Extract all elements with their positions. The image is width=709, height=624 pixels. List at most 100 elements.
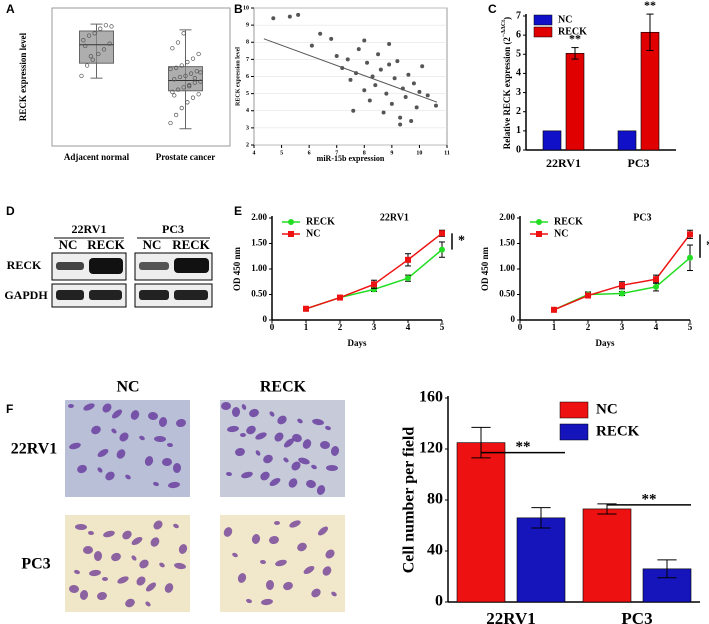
lane-label: NC <box>143 237 162 252</box>
y-axis-label: RECK expression level <box>18 32 28 121</box>
legend-label: NC <box>558 14 572 25</box>
cell <box>241 404 247 410</box>
cell <box>172 463 182 473</box>
point <box>378 67 383 72</box>
box <box>79 30 114 64</box>
y-tick-label: 1.50 <box>499 238 515 248</box>
cell <box>139 435 145 441</box>
point <box>425 93 430 98</box>
point <box>403 95 408 100</box>
bar <box>516 517 566 603</box>
point <box>92 31 97 36</box>
y-tick-label: 5 <box>516 49 521 60</box>
cell <box>246 425 256 435</box>
column-label: NC <box>116 379 139 396</box>
cell <box>102 403 112 413</box>
point <box>188 71 194 76</box>
y-tick-label: 9 <box>246 23 249 29</box>
cell <box>317 526 329 536</box>
cell <box>145 601 151 607</box>
cell <box>249 408 259 418</box>
cell <box>221 401 231 411</box>
y-tick-label: 120 <box>419 440 443 457</box>
point <box>420 64 425 69</box>
cell <box>275 559 287 567</box>
row-label: RECK <box>7 258 42 272</box>
cell <box>174 562 186 570</box>
x-tick-label: 1 <box>304 322 309 332</box>
legend-marker <box>288 219 294 225</box>
band <box>89 290 122 300</box>
y-tick-label: 4 <box>516 68 521 79</box>
point <box>356 47 361 52</box>
cell <box>167 442 173 448</box>
y-tick-label: 160 <box>419 389 443 406</box>
group-label: PC3 <box>162 222 184 236</box>
cell <box>125 598 135 608</box>
panel-label: D <box>6 204 15 218</box>
cell <box>68 404 74 408</box>
significance-label: * <box>458 234 465 249</box>
x-axis-label: miR-15b expression <box>317 154 385 163</box>
y-tick-label: 10 <box>243 5 249 11</box>
significance-label: ** <box>516 439 531 455</box>
cell <box>330 446 340 456</box>
cell <box>77 464 87 474</box>
column-label: RECK <box>260 379 307 396</box>
chart-title: PC3 <box>633 212 651 223</box>
western-blot: 22RV1 PC3 NC RECK NC RECK RECK GAPDH <box>4 222 213 308</box>
cell <box>261 598 273 606</box>
cell <box>311 588 321 598</box>
x-tick-label: 5 <box>440 322 445 332</box>
y-tick-label: 6 <box>246 74 249 80</box>
cell <box>274 521 280 525</box>
x-tick-label: 3 <box>372 322 377 332</box>
cell <box>97 448 109 458</box>
point <box>190 56 196 61</box>
point <box>198 70 203 75</box>
cell <box>130 410 140 420</box>
cell <box>283 457 289 463</box>
panel-label: B <box>234 2 243 16</box>
cell <box>265 580 275 590</box>
cell <box>168 481 180 489</box>
cell <box>79 590 89 600</box>
point <box>103 23 109 28</box>
x-tick-label: 4 <box>654 322 659 332</box>
cell <box>288 478 298 488</box>
marker <box>619 282 625 289</box>
cell <box>131 555 137 561</box>
point <box>173 112 179 118</box>
point <box>433 103 438 108</box>
point <box>398 122 403 127</box>
point <box>392 76 397 81</box>
x-tick-label: 6 <box>308 150 311 156</box>
bar <box>617 130 637 151</box>
cell <box>105 471 115 481</box>
point <box>185 59 190 65</box>
y-axis-label-part: Relative RECK expression (2 <box>502 37 512 150</box>
y-tick-label: 3 <box>516 87 521 98</box>
cell <box>283 581 293 591</box>
point <box>196 51 201 57</box>
cell <box>102 577 108 581</box>
cell <box>153 481 159 487</box>
x-tick-label: 10 <box>416 150 422 156</box>
point <box>365 60 370 65</box>
point <box>345 57 350 62</box>
cell <box>153 520 163 530</box>
y-tick-label: 40 <box>427 542 443 559</box>
micrograph <box>65 400 190 497</box>
x-tick-label: 8 <box>363 150 366 156</box>
point <box>329 36 334 41</box>
band <box>139 290 169 300</box>
cell <box>269 535 279 545</box>
bar <box>582 508 632 603</box>
y-tick-label: 2 <box>246 142 249 148</box>
line <box>305 232 443 310</box>
point <box>395 59 400 64</box>
legend-label: NC <box>306 228 320 239</box>
x-tick-label: 2 <box>586 322 591 332</box>
cell <box>158 417 168 427</box>
